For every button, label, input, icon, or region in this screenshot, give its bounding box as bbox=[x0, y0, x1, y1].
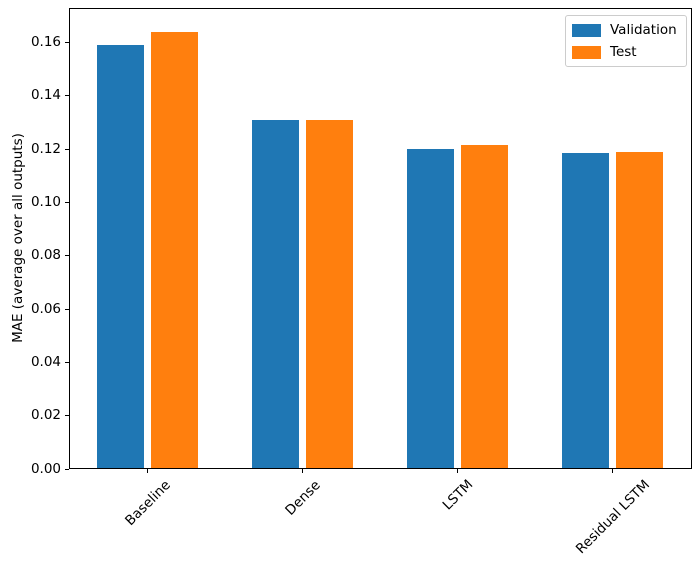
legend-swatch-validation bbox=[572, 23, 601, 37]
legend-label: Test bbox=[610, 44, 637, 60]
y-tick-mark bbox=[65, 148, 69, 150]
y-tick-label: 0.02 bbox=[30, 407, 61, 424]
y-tick-mark bbox=[65, 201, 69, 203]
legend-item-test: Test bbox=[572, 44, 677, 60]
bar-validation-lstm bbox=[407, 149, 455, 469]
bar-validation-dense bbox=[252, 119, 300, 469]
legend-swatch-test bbox=[572, 45, 601, 59]
legend: Validation Test bbox=[565, 15, 687, 67]
y-tick-mark bbox=[65, 361, 69, 363]
x-tick-mark bbox=[612, 469, 614, 473]
y-tick-mark bbox=[65, 95, 69, 97]
y-tick-label: 0.06 bbox=[30, 300, 61, 317]
x-tick-label: Baseline bbox=[121, 476, 174, 529]
x-tick-mark bbox=[302, 469, 304, 473]
x-tick-mark bbox=[457, 469, 459, 473]
y-tick-label: 0.08 bbox=[30, 247, 61, 264]
y-tick-label: 0.16 bbox=[30, 33, 61, 50]
bar-test-lstm bbox=[461, 145, 508, 469]
bar-test-dense bbox=[306, 119, 353, 469]
plot-area bbox=[69, 8, 692, 469]
y-tick-mark bbox=[65, 468, 69, 470]
y-tick-label: 0.04 bbox=[30, 353, 61, 370]
bar-validation-residual-lstm bbox=[562, 153, 610, 469]
legend-label: Validation bbox=[610, 22, 677, 38]
bar-validation-baseline bbox=[97, 45, 145, 469]
y-tick-label: 0.12 bbox=[30, 140, 61, 157]
legend-item-validation: Validation bbox=[572, 22, 677, 38]
y-tick-label: 0.10 bbox=[30, 193, 61, 210]
x-tick-label: LSTM bbox=[439, 476, 477, 514]
y-tick-mark bbox=[65, 308, 69, 310]
y-tick-label: 0.00 bbox=[30, 460, 61, 477]
x-tick-label: Residual LSTM bbox=[572, 476, 653, 557]
y-tick-mark bbox=[65, 415, 69, 417]
x-tick-mark bbox=[147, 469, 149, 473]
y-tick-mark bbox=[65, 41, 69, 43]
y-tick-mark bbox=[65, 255, 69, 257]
bar-test-residual-lstm bbox=[616, 151, 663, 469]
bar-test-baseline bbox=[151, 31, 198, 469]
y-tick-label: 0.14 bbox=[30, 87, 61, 104]
x-tick-label: Dense bbox=[281, 477, 324, 519]
